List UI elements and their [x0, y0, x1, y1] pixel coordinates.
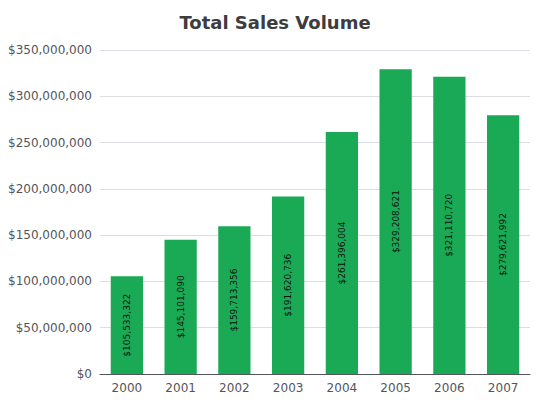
svg-text:2006: 2006 — [434, 381, 465, 395]
svg-text:$191,620,736: $191,620,736 — [283, 254, 293, 317]
svg-text:2000: 2000 — [112, 381, 143, 395]
svg-text:$200,000,000: $200,000,000 — [8, 182, 92, 196]
svg-text:Total Sales Volume: Total Sales Volume — [179, 12, 370, 33]
svg-text:$0: $0 — [77, 367, 92, 381]
svg-text:$321,110,720: $321,110,720 — [444, 194, 454, 257]
svg-text:$150,000,000: $150,000,000 — [8, 228, 92, 242]
svg-text:2004: 2004 — [327, 381, 358, 395]
svg-text:2003: 2003 — [273, 381, 304, 395]
svg-text:2001: 2001 — [165, 381, 196, 395]
svg-text:2007: 2007 — [488, 381, 519, 395]
svg-text:$279,621,992: $279,621,992 — [498, 213, 508, 276]
svg-text:$350,000,000: $350,000,000 — [8, 43, 92, 57]
svg-text:$105,533,322: $105,533,322 — [122, 294, 132, 357]
svg-text:2002: 2002 — [219, 381, 250, 395]
svg-text:$329,208,621: $329,208,621 — [391, 190, 401, 253]
svg-text:$159,713,356: $159,713,356 — [229, 268, 239, 331]
svg-text:$250,000,000: $250,000,000 — [8, 136, 92, 150]
svg-text:$300,000,000: $300,000,000 — [8, 89, 92, 103]
svg-text:2005: 2005 — [380, 381, 411, 395]
svg-text:$100,000,000: $100,000,000 — [8, 274, 92, 288]
svg-text:$145,101,090: $145,101,090 — [176, 275, 186, 338]
svg-text:$50,000,000: $50,000,000 — [16, 321, 92, 335]
svg-text:$261,396,004: $261,396,004 — [337, 221, 347, 284]
